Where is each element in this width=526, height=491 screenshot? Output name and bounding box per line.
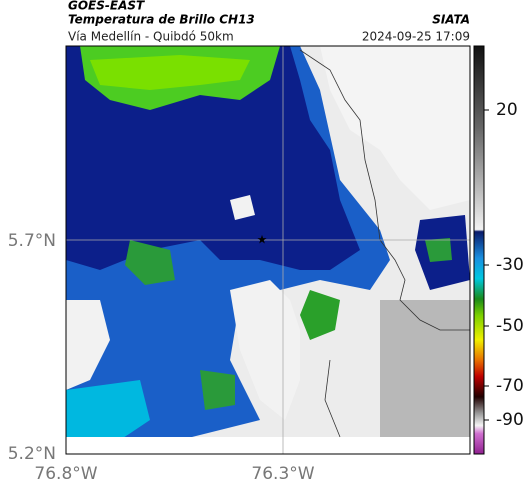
lat-label: 5.7°N: [8, 231, 56, 251]
location-star: ★: [257, 233, 268, 247]
title: GOES-EAST: [68, 0, 145, 13]
lon-label: 76.8°W: [34, 464, 97, 484]
colorbar-label: -30: [496, 255, 524, 275]
satellite-image: [66, 46, 470, 454]
map-frame: [65, 45, 471, 455]
subtitle: Temperatura de Brillo CH13: [68, 13, 255, 27]
colorbar-label: 20: [496, 100, 518, 120]
colorbar-label: -70: [496, 376, 524, 396]
lon-label: 76.3°W: [251, 464, 314, 484]
colorbar-label: -90: [496, 410, 524, 430]
colorbar-label: -50: [496, 316, 524, 336]
lat-label: 5.2°N: [8, 444, 56, 464]
timestamp: 2024-09-25 17:09: [362, 30, 470, 44]
colorbar-ticks: [484, 109, 489, 421]
region: Vía Medellín - Quibdó 50km: [68, 30, 234, 44]
colorbar: [473, 45, 485, 455]
source: SIATA: [432, 13, 470, 27]
